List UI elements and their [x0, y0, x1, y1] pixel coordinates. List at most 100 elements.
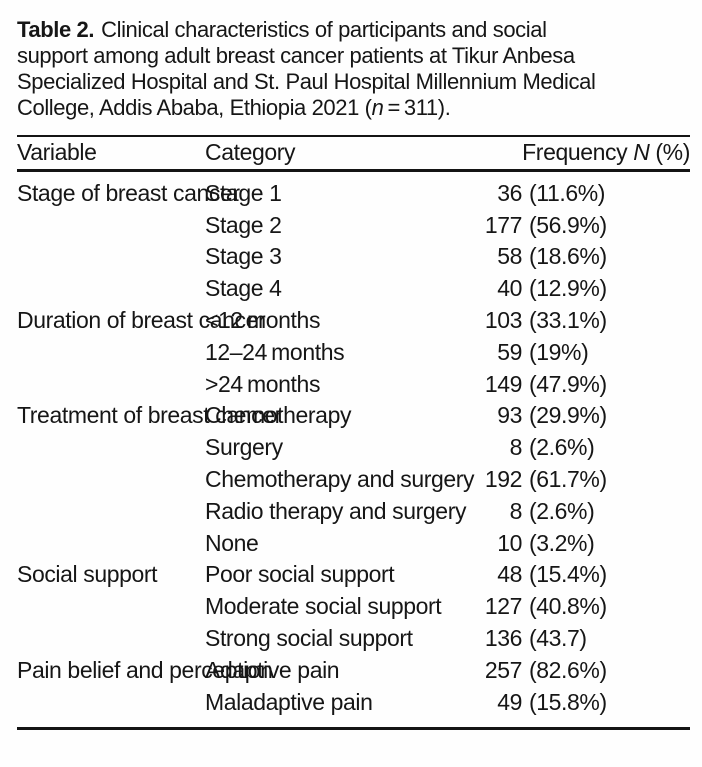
frequency-percent: (3.2%) — [529, 529, 595, 556]
caption-line-4-post: = 311). — [383, 95, 451, 120]
frequency-cell: 48 (15.4%) — [463, 559, 690, 591]
frequency-percent: (61.7%) — [529, 465, 607, 492]
category-cell: Moderate social support — [205, 593, 442, 620]
frequency-cell: 136 (43.7) — [463, 623, 690, 655]
table-row: Stage 4 40 (12.9%) — [17, 273, 690, 305]
caption-line-1-text: Clinical characteristics of participants… — [101, 17, 547, 42]
frequency-cell: 40 (12.9%) — [463, 273, 690, 305]
frequency-percent: (56.9%) — [529, 211, 607, 238]
variable-cell: Duration of breast cancer — [17, 306, 266, 333]
category-cell: Radio therapy and surgery — [205, 497, 467, 524]
table-row: Treatment of breast cancer Chemotherapy 93… — [17, 400, 690, 432]
table-header-row: Variable Category Frequency N (%) — [17, 136, 690, 172]
table-row: Stage 3 58 (18.6%) — [17, 241, 690, 273]
caption-line-4-pre: College, Addis Ababa, Ethiopia 2021 ( — [17, 95, 372, 120]
caption-line-3: Specialized Hospital and St. Paul Hospit… — [17, 69, 596, 94]
category-cell: Poor social support — [205, 561, 395, 588]
frequency-cell: 192 (61.7%) — [463, 464, 690, 496]
caption-line-1: Table 2. Clinical characteristics of part… — [17, 17, 690, 43]
table-row: Social support Poor social support 48 (15.4… — [17, 559, 690, 591]
table-caption: Table 2. Clinical characteristics of part… — [17, 17, 690, 121]
frequency-cell: 93 (29.9%) — [463, 400, 690, 432]
frequency-count: 8 — [509, 434, 523, 461]
category-cell: <12 months — [205, 306, 321, 333]
frequency-count: 36 — [497, 179, 522, 206]
table-row: Moderate social support 127 (40.8%) — [17, 591, 690, 623]
variable-cell: Stage of breast cancer — [17, 179, 240, 206]
frequency-percent: (19%) — [529, 338, 589, 365]
frequency-count: 58 — [497, 243, 522, 270]
frequency-count: 93 — [497, 402, 522, 429]
variable-cell: Treatment of breast cancer — [17, 402, 282, 429]
category-cell: >24 months — [205, 370, 321, 397]
category-cell: Chemotherapy and surgery — [205, 465, 475, 492]
frequency-percent: (47.9%) — [529, 370, 607, 397]
category-cell: Strong social support — [205, 624, 413, 651]
table-row: Radio therapy and surgery 8 (2.6%) — [17, 496, 690, 528]
frequency-cell: 8 (2.6%) — [463, 432, 690, 464]
table-row: 12–24 months 59 (19%) — [17, 337, 690, 369]
frequency-percent: (15.4%) — [529, 561, 607, 588]
frequency-cell: 103 (33.1%) — [463, 305, 690, 337]
table-row: None 10 (3.2%) — [17, 528, 690, 560]
category-cell: Stage 1 — [205, 179, 282, 206]
frequency-count: 177 — [484, 211, 523, 238]
frequency-percent: (18.6%) — [529, 243, 607, 270]
frequency-count: 136 — [484, 624, 523, 651]
header-category: Category — [205, 136, 463, 172]
frequency-percent: (11.6%) — [529, 179, 606, 206]
frequency-percent: (12.9%) — [529, 275, 607, 302]
frequency-percent: (29.9%) — [529, 402, 607, 429]
frequency-count: 40 — [497, 275, 522, 302]
frequency-count: 103 — [484, 306, 523, 333]
frequency-count: 257 — [484, 656, 523, 683]
table-row: >24 months 149 (47.9%) — [17, 369, 690, 401]
category-cell: None — [205, 529, 259, 556]
frequency-cell: 8 (2.6%) — [463, 496, 690, 528]
frequency-cell: 127 (40.8%) — [463, 591, 690, 623]
variable-cell: Pain belief and perception — [17, 656, 273, 683]
header-variable: Variable — [17, 136, 205, 172]
table-row: Stage of breast cancer Stage 1 36 (11.6%) — [17, 170, 690, 209]
header-frequency: Frequency N (%) — [463, 136, 690, 172]
frequency-percent: (2.6%) — [529, 497, 595, 524]
caption-line-2: support among adult breast cancer patien… — [17, 43, 575, 68]
frequency-percent: (15.8%) — [529, 688, 607, 715]
frequency-percent: (2.6%) — [529, 434, 595, 461]
caption-table-label: Table 2. — [17, 17, 95, 42]
table-row: Stage 2 177 (56.9%) — [17, 210, 690, 242]
category-cell: Stage 4 — [205, 275, 282, 302]
frequency-cell: 59 (19%) — [463, 337, 690, 369]
frequency-percent: (82.6%) — [529, 656, 607, 683]
frequency-cell: 49 (15.8%) — [463, 687, 690, 729]
frequency-count: 10 — [497, 529, 522, 556]
category-cell: Maladaptive pain — [205, 688, 373, 715]
frequency-count: 192 — [484, 465, 523, 492]
table-row: Strong social support 136 (43.7) — [17, 623, 690, 655]
category-cell: Adaptive pain — [205, 656, 340, 683]
clinical-characteristics-table: Variable Category Frequency N (%) Stage … — [17, 135, 690, 731]
table-row: Surgery 8 (2.6%) — [17, 432, 690, 464]
table-row: Duration of breast cancer <12 months 103 (3… — [17, 305, 690, 337]
caption-line-4: College, Addis Ababa, Ethiopia 2021 (n =… — [17, 95, 690, 121]
category-cell: Chemotherapy — [205, 402, 352, 429]
frequency-count: 127 — [484, 593, 523, 620]
category-cell: 12–24 months — [205, 338, 345, 365]
header-frequency-n-symbol: N — [633, 139, 650, 165]
header-frequency-post: (%) — [649, 139, 690, 165]
frequency-cell: 36 (11.6%) — [463, 170, 690, 209]
frequency-count: 149 — [484, 370, 523, 397]
table-body: Stage of breast cancer Stage 1 36 (11.6%) St… — [17, 170, 690, 729]
variable-cell: Social support — [17, 561, 158, 588]
table-header: Variable Category Frequency N (%) — [17, 136, 690, 172]
category-cell: Stage 2 — [205, 211, 282, 238]
frequency-percent: (40.8%) — [529, 593, 607, 620]
frequency-cell: 177 (56.9%) — [463, 210, 690, 242]
frequency-cell: 257 (82.6%) — [463, 655, 690, 687]
frequency-percent: (43.7) — [529, 624, 587, 651]
frequency-count: 8 — [509, 497, 523, 524]
frequency-count: 48 — [497, 561, 522, 588]
frequency-count: 59 — [497, 338, 522, 365]
category-cell: Surgery — [205, 434, 283, 461]
